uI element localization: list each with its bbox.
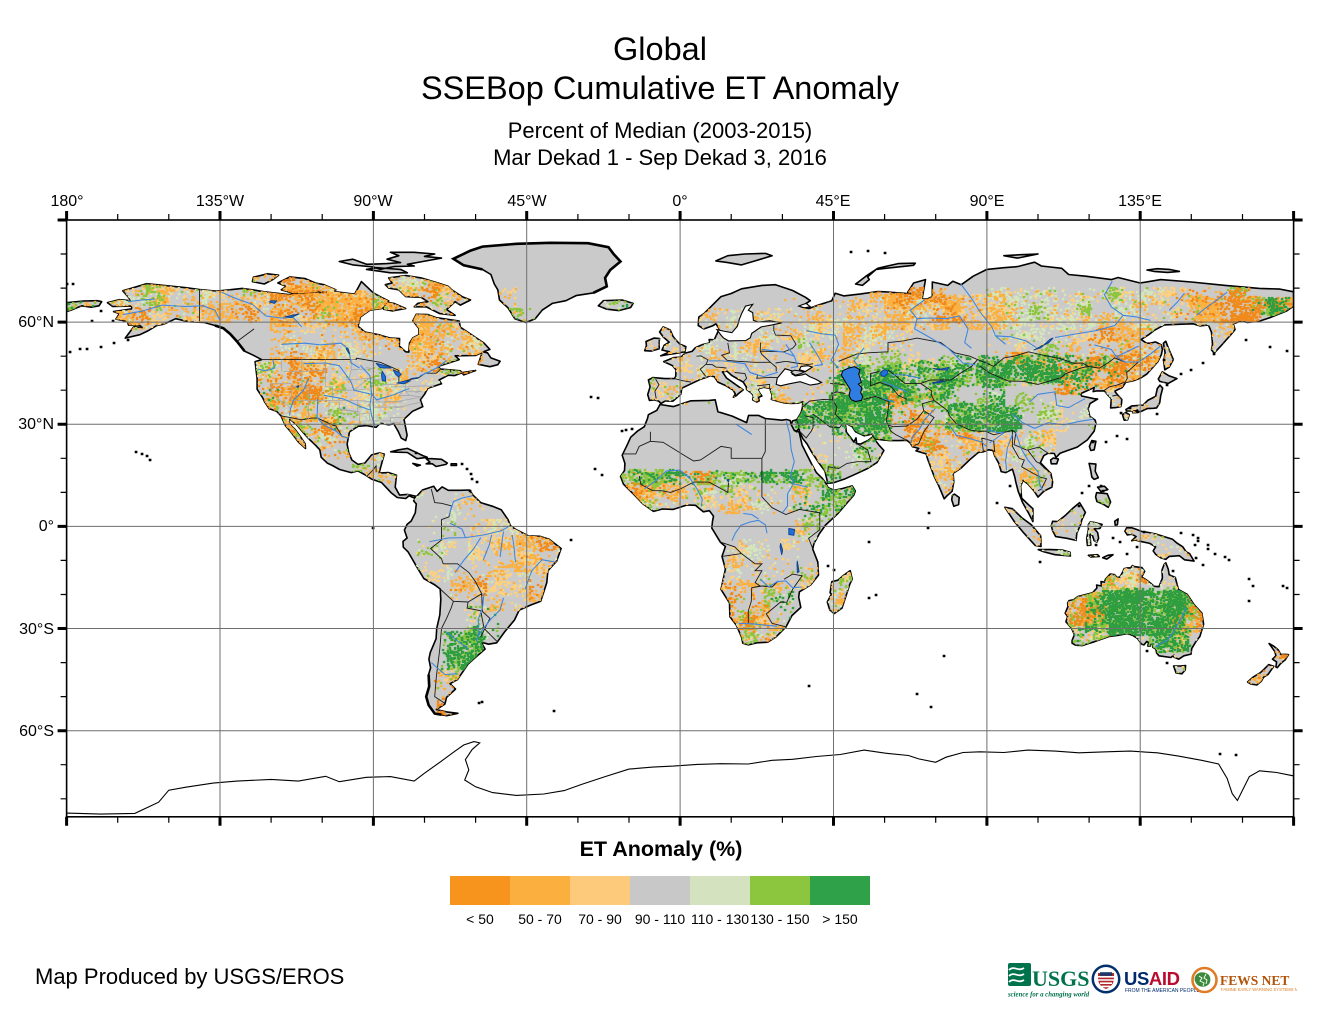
svg-text:0°: 0° bbox=[39, 518, 54, 535]
svg-text:30°N: 30°N bbox=[18, 416, 54, 433]
svg-text:60°S: 60°S bbox=[19, 723, 54, 740]
svg-text:45°E: 45°E bbox=[816, 193, 851, 210]
svg-text:180°: 180° bbox=[50, 193, 83, 210]
svg-text:science for a changing world: science for a changing world bbox=[1007, 992, 1090, 999]
svg-text:30°S: 30°S bbox=[19, 621, 54, 638]
svg-text:FEWS NET: FEWS NET bbox=[1220, 973, 1289, 988]
svg-text:0°: 0° bbox=[672, 193, 687, 210]
svg-text:90°E: 90°E bbox=[970, 193, 1005, 210]
svg-text:USGS: USGS bbox=[1032, 966, 1089, 991]
svg-text:135°W: 135°W bbox=[196, 193, 245, 210]
svg-text:135°E: 135°E bbox=[1118, 193, 1162, 210]
svg-text:FAMINE EARLY WARNING SYSTEMS N: FAMINE EARLY WARNING SYSTEMS NETWORK bbox=[1221, 987, 1297, 992]
svg-text:90°W: 90°W bbox=[353, 193, 393, 210]
svg-text:USAID: USAID bbox=[1124, 968, 1180, 989]
svg-text:60°N: 60°N bbox=[18, 314, 54, 331]
svg-text:FROM THE AMERICAN PEOPLE: FROM THE AMERICAN PEOPLE bbox=[1125, 988, 1201, 994]
svg-text:45°W: 45°W bbox=[507, 193, 547, 210]
